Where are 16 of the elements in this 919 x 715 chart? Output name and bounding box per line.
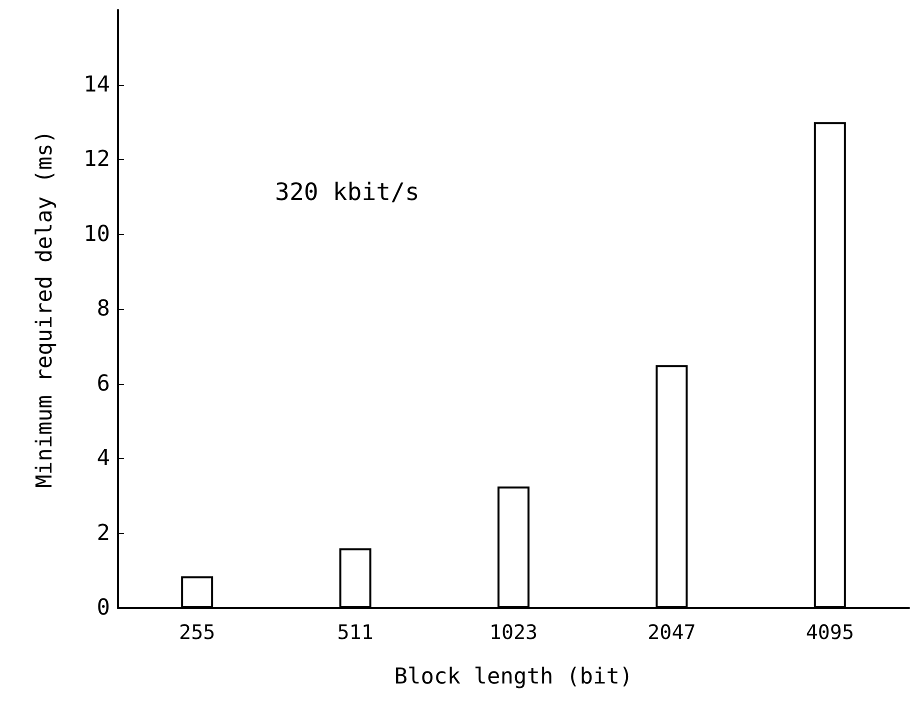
- x-axis-title: Block length (bit): [394, 664, 633, 690]
- y-axis-title: Minimum required delay (ms): [32, 130, 58, 488]
- x-tick-label: 255: [179, 620, 216, 644]
- y-tick-label: 6: [96, 371, 110, 396]
- x-tick-label: 2047: [648, 620, 696, 644]
- y-tick-label: 10: [84, 222, 110, 247]
- x-tick-label: 4095: [806, 620, 854, 644]
- y-tick-label: 14: [84, 72, 110, 98]
- y-tick-label: 12: [84, 147, 110, 172]
- y-tick-label: 4: [96, 446, 110, 471]
- y-tick-label: 0: [96, 596, 110, 620]
- annotation: 320 kbit/s: [275, 178, 420, 206]
- y-tick-label: 8: [96, 296, 110, 322]
- x-tick-label: 511: [337, 620, 374, 644]
- x-tick-label: 1023: [489, 620, 538, 644]
- y-tick-label: 2: [96, 520, 110, 546]
